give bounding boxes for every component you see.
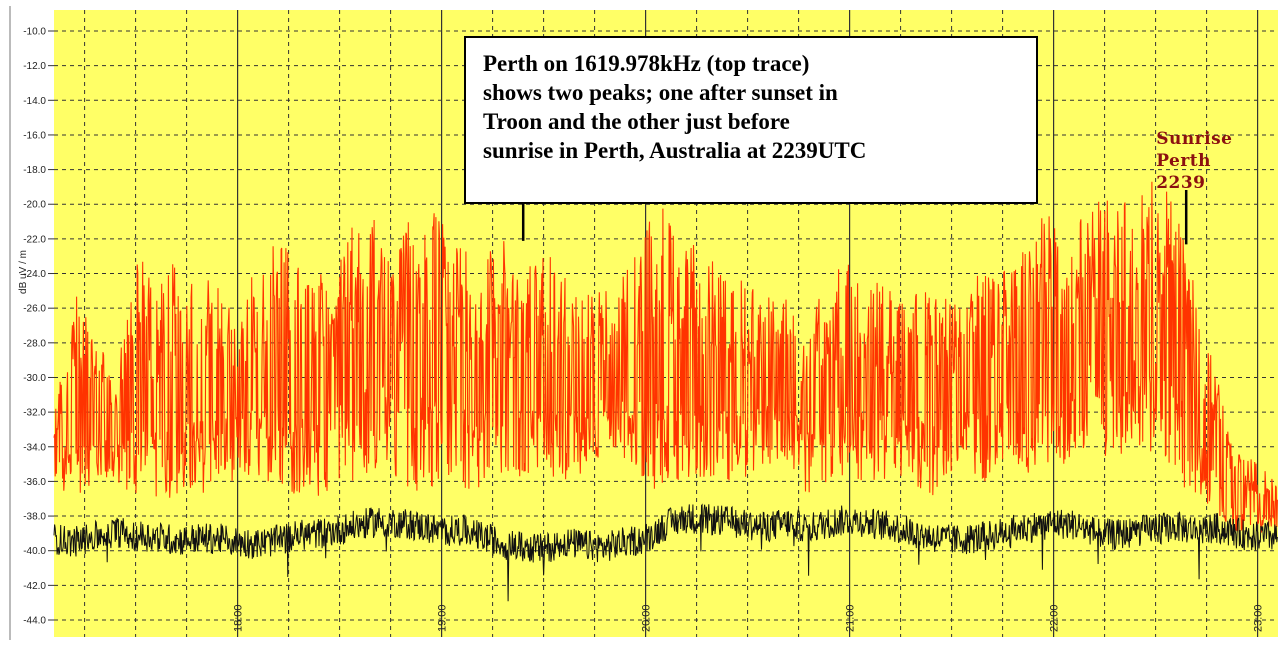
- y-tick-label: -42.0: [23, 581, 46, 592]
- y-tick-label: -44.0: [23, 616, 46, 627]
- y-tick-label: -22.0: [23, 234, 46, 245]
- x-tick-label: 20:00: [641, 604, 653, 632]
- y-tick-label: -28.0: [23, 338, 46, 349]
- annotation-text: Perth: [1156, 151, 1211, 171]
- annotation-text: Sunrise: [1156, 129, 1232, 149]
- y-tick-label: -38.0: [23, 512, 46, 523]
- y-tick-label: -40.0: [23, 546, 46, 557]
- y-axis-label: dB uV / m: [18, 250, 29, 294]
- series-line-2: [53, 503, 1278, 602]
- callout-line-4: sunrise in Perth, Australia at 2239UTC: [483, 138, 867, 163]
- annotation-callout-box: Perth on 1619.978kHz (top trace) shows t…: [464, 36, 1038, 204]
- callout-line-2: shows two peaks; one after sunset in: [483, 80, 838, 105]
- x-tick-label: 23:00: [1253, 604, 1265, 632]
- y-tick-label: -12.0: [23, 61, 46, 72]
- x-tick-label: 21:00: [845, 604, 857, 632]
- x-tick-label: 22:00: [1049, 604, 1061, 632]
- y-tick-label: -10.0: [23, 27, 46, 38]
- x-tick-label: 18:00: [233, 604, 245, 632]
- y-tick-label: -36.0: [23, 477, 46, 488]
- y-tick-label: -14.0: [23, 96, 46, 107]
- y-tick-label: -30.0: [23, 373, 46, 384]
- y-tick-label: -20.0: [23, 200, 46, 211]
- y-tick-label: -32.0: [23, 408, 46, 419]
- annotation-text: 2239: [1156, 173, 1205, 193]
- y-tick-label: -18.0: [23, 165, 46, 176]
- y-tick-label: -34.0: [23, 442, 46, 453]
- y-tick-label: -16.0: [23, 130, 46, 141]
- series-line-1: [53, 181, 1278, 534]
- y-tick-label: -24.0: [23, 269, 46, 280]
- y-tick-label: -26.0: [23, 304, 46, 315]
- x-tick-label: 19:00: [437, 604, 449, 632]
- callout-line-3: Troon and the other just before: [483, 109, 790, 134]
- callout-line-1: Perth on 1619.978kHz (top trace): [483, 51, 810, 76]
